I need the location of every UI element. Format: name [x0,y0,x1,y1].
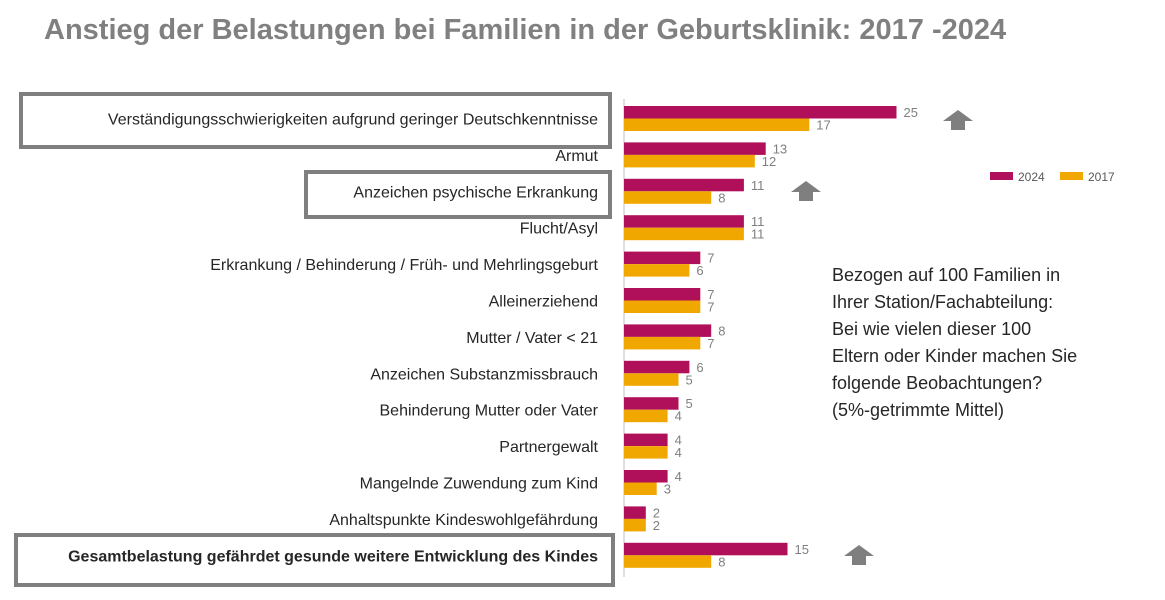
category-label: Mutter / Vater < 21 [466,330,598,347]
bar-2024 [624,397,679,410]
highlight-box [14,533,615,587]
value-label-2024: 2 [653,505,660,520]
bar-2017 [624,336,701,350]
value-label-2017: 6 [696,263,703,278]
bar-2017 [624,264,690,277]
value-label-2017: 12 [762,154,776,169]
bar-2024 [624,506,646,519]
value-label-2024: 13 [773,141,787,156]
bar-2017 [624,482,657,495]
increase-arrow-icon [791,181,821,201]
legend-label-2024: 2024 [1018,170,1045,184]
increase-arrow-icon [844,545,874,565]
bar-2017 [624,227,744,241]
value-label-2017: 8 [718,190,725,205]
bar-2024 [624,324,712,337]
bar-2017 [624,409,668,423]
bar-2024 [624,542,788,556]
value-label-2017: 5 [686,372,693,387]
legend-swatch-2024 [990,172,1013,180]
value-label-2024: 8 [718,323,725,338]
bar-2024 [624,251,701,265]
value-label-2017: 4 [675,409,682,424]
chart-note: Bezogen auf 100 Familien in Ihrer Statio… [832,265,1078,420]
value-label-2024: 5 [686,396,693,411]
bar-2017 [624,191,712,204]
bar-2024 [624,215,744,228]
category-label: Anzeichen Substanzmissbrauch [370,366,598,383]
bar-2017 [624,300,701,313]
bar-2024 [624,360,690,374]
value-label-2017: 11 [751,227,765,242]
value-label-2017: 17 [816,118,830,133]
bar-2024 [624,178,744,192]
category-label: Anhaltspunkte Kindeswohlgefährdung [329,512,598,529]
value-label-2017: 2 [653,518,660,533]
category-label: Flucht/Asyl [520,221,598,238]
bar-2017 [624,154,755,168]
value-label-2024: 25 [904,105,918,120]
bar-2024 [624,433,668,447]
value-label-2024: 15 [795,542,809,557]
value-label-2024: 4 [675,469,682,484]
category-label: Alleinerziehend [489,294,598,311]
bar-2017 [624,518,646,532]
bar-2017 [624,373,679,386]
page-title: Anstieg der Belastungen bei Familien in … [44,14,1007,46]
value-label-2024: 7 [707,251,714,266]
category-label: Verständigungsschwierigkeiten aufgrund g… [108,112,598,129]
category-label: Erkrankung / Behinderung / Früh- und Meh… [210,257,598,274]
value-label-2024: 11 [751,178,765,193]
value-label-2017: 7 [707,336,714,351]
value-label-2024: 11 [751,214,765,229]
value-label-2017: 7 [707,300,714,315]
value-label-2024: 7 [707,287,714,302]
value-label-2017: 4 [675,445,682,460]
value-label-2017: 3 [664,482,671,497]
value-label-2024: 4 [675,433,682,448]
category-label: Armut [555,148,598,165]
category-label: Anzeichen psychische Erkrankung [353,184,598,201]
bar-2024 [624,106,897,119]
bar-2024 [624,142,766,155]
category-label: Mangelnde Zuwendung zum Kind [360,476,598,493]
value-label-2024: 6 [696,360,703,375]
bar-2024 [624,470,668,483]
bar-2017 [624,118,810,131]
category-label: Gesamtbelastung gefährdet gesunde weiter… [68,548,598,565]
legend-label-2017: 2017 [1088,170,1115,184]
value-label-2017: 8 [718,554,725,569]
category-label: Behinderung Mutter oder Vater [380,403,599,420]
bar-2017 [624,446,668,459]
bar-2024 [624,288,701,301]
bar-2017 [624,555,712,568]
increase-arrow-icon [943,110,973,130]
legend-swatch-2017 [1060,172,1083,180]
highlight-box [19,92,612,149]
category-label: Partnergewalt [499,439,598,456]
highlight-box [304,170,612,219]
